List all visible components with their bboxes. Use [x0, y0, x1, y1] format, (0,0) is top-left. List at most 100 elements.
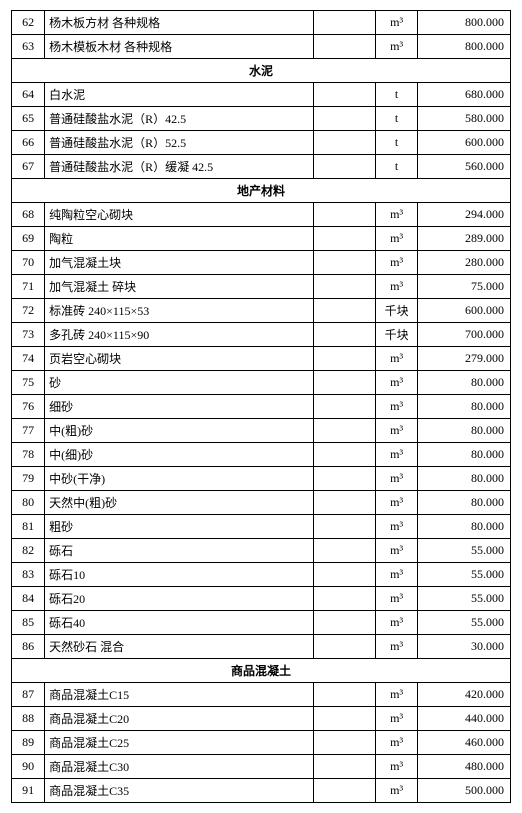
price-cell: 280.000: [417, 251, 510, 275]
empty-cell: [314, 779, 376, 803]
material-name: 砾石10: [45, 563, 314, 587]
price-cell: 30.000: [417, 635, 510, 659]
row-index: 65: [12, 107, 45, 131]
material-name: 普通硅酸盐水泥（R）52.5: [45, 131, 314, 155]
price-cell: 55.000: [417, 587, 510, 611]
row-index: 85: [12, 611, 45, 635]
row-index: 76: [12, 395, 45, 419]
price-cell: 80.000: [417, 419, 510, 443]
row-index: 82: [12, 539, 45, 563]
row-index: 77: [12, 419, 45, 443]
price-cell: 55.000: [417, 539, 510, 563]
unit-cell: t: [376, 83, 417, 107]
price-cell: 700.000: [417, 323, 510, 347]
table-row: 75砂m³80.000: [12, 371, 511, 395]
material-name: 加气混凝土 碎块: [45, 275, 314, 299]
table-row: 83砾石10m³55.000: [12, 563, 511, 587]
empty-cell: [314, 683, 376, 707]
price-cell: 294.000: [417, 203, 510, 227]
price-cell: 600.000: [417, 299, 510, 323]
empty-cell: [314, 227, 376, 251]
table-row: 62杨木板方材 各种规格m³800.000: [12, 11, 511, 35]
price-cell: 420.000: [417, 683, 510, 707]
table-row: 89商品混凝土C25m³460.000: [12, 731, 511, 755]
empty-cell: [314, 443, 376, 467]
empty-cell: [314, 203, 376, 227]
material-name: 中(粗)砂: [45, 419, 314, 443]
unit-cell: m³: [376, 731, 417, 755]
empty-cell: [314, 731, 376, 755]
material-name: 白水泥: [45, 83, 314, 107]
unit-cell: m³: [376, 539, 417, 563]
unit-cell: t: [376, 131, 417, 155]
empty-cell: [314, 539, 376, 563]
unit-cell: m³: [376, 779, 417, 803]
table-row: 72标准砖 240×115×53千块600.000: [12, 299, 511, 323]
table-row: 84砾石20 m³55.000: [12, 587, 511, 611]
price-cell: 80.000: [417, 467, 510, 491]
material-name: 杨木板方材 各种规格: [45, 11, 314, 35]
row-index: 79: [12, 467, 45, 491]
unit-cell: m³: [376, 227, 417, 251]
section-title: 商品混凝土: [12, 659, 511, 683]
material-name: 商品混凝土C15: [45, 683, 314, 707]
unit-cell: m³: [376, 587, 417, 611]
table-row: 65普通硅酸盐水泥（R）42.5t580.000: [12, 107, 511, 131]
unit-cell: m³: [376, 563, 417, 587]
material-name: 商品混凝土C25: [45, 731, 314, 755]
row-index: 84: [12, 587, 45, 611]
table-row: 71加气混凝土 碎块m³75.000: [12, 275, 511, 299]
row-index: 74: [12, 347, 45, 371]
empty-cell: [314, 155, 376, 179]
empty-cell: [314, 635, 376, 659]
row-index: 81: [12, 515, 45, 539]
empty-cell: [314, 611, 376, 635]
price-cell: 680.000: [417, 83, 510, 107]
table-row: 81粗砂m³80.000: [12, 515, 511, 539]
unit-cell: m³: [376, 683, 417, 707]
material-name: 加气混凝土块: [45, 251, 314, 275]
unit-cell: m³: [376, 491, 417, 515]
section-title: 地产材料: [12, 179, 511, 203]
row-index: 87: [12, 683, 45, 707]
row-index: 90: [12, 755, 45, 779]
material-name: 砾石20: [45, 587, 314, 611]
price-cell: 80.000: [417, 395, 510, 419]
material-name: 砾石: [45, 539, 314, 563]
price-cell: 80.000: [417, 371, 510, 395]
table-row: 70加气混凝土块m³280.000: [12, 251, 511, 275]
row-index: 78: [12, 443, 45, 467]
empty-cell: [314, 131, 376, 155]
table-row: 67普通硅酸盐水泥（R）缓凝 42.5t560.000: [12, 155, 511, 179]
table-row: 74页岩空心砌块m³279.000: [12, 347, 511, 371]
table-row: 86天然砂石 混合m³30.000: [12, 635, 511, 659]
empty-cell: [314, 35, 376, 59]
section-header-row: 商品混凝土: [12, 659, 511, 683]
empty-cell: [314, 371, 376, 395]
table-row: 82砾石 m³55.000: [12, 539, 511, 563]
material-name: 普通硅酸盐水泥（R）42.5: [45, 107, 314, 131]
table-row: 77中(粗)砂m³80.000: [12, 419, 511, 443]
materials-table: 62杨木板方材 各种规格m³800.00063杨木模板木材 各种规格m³800.…: [11, 10, 511, 803]
empty-cell: [314, 587, 376, 611]
row-index: 70: [12, 251, 45, 275]
table-row: 64白水泥 t680.000: [12, 83, 511, 107]
empty-cell: [314, 395, 376, 419]
table-row: 69陶粒m³289.000: [12, 227, 511, 251]
unit-cell: 千块: [376, 299, 417, 323]
empty-cell: [314, 11, 376, 35]
material-name: 中砂(干净): [45, 467, 314, 491]
row-index: 66: [12, 131, 45, 155]
row-index: 64: [12, 83, 45, 107]
table-row: 68纯陶粒空心砌块m³294.000: [12, 203, 511, 227]
empty-cell: [314, 563, 376, 587]
price-cell: 55.000: [417, 611, 510, 635]
material-name: 粗砂: [45, 515, 314, 539]
row-index: 75: [12, 371, 45, 395]
unit-cell: m³: [376, 11, 417, 35]
table-row: 80天然中(粗)砂m³80.000: [12, 491, 511, 515]
empty-cell: [314, 251, 376, 275]
section-header-row: 水泥: [12, 59, 511, 83]
table-row: 73多孔砖 240×115×90千块700.000: [12, 323, 511, 347]
unit-cell: t: [376, 155, 417, 179]
